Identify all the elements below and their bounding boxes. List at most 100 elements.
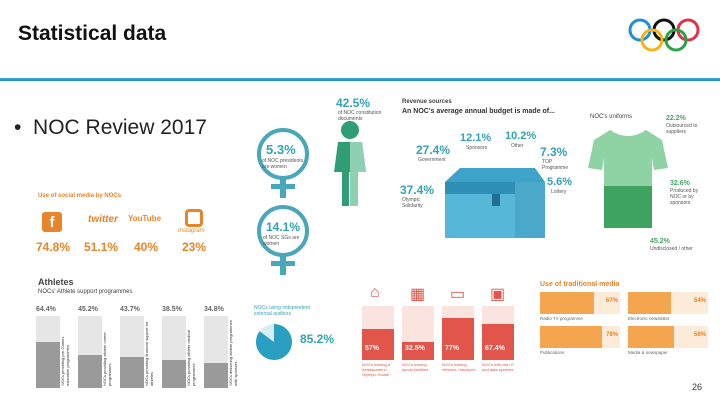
auditors-pie xyxy=(256,324,292,360)
uniforms-heading: NOC's uniforms xyxy=(590,114,633,120)
athlete-bar-label: NOCs providing financial support for ath… xyxy=(144,321,154,386)
bullet-text: NOC Review 2017 xyxy=(33,116,207,139)
revenue-lottery-value: 5.6% xyxy=(547,176,573,188)
athlete-bar-value: 45.2% xyxy=(78,306,98,313)
revenue-top-label: TOP Programme xyxy=(542,159,569,171)
youtube-icon: YouTube xyxy=(128,214,162,223)
athlete-bar-fill xyxy=(162,360,186,388)
treasure-chest-icon xyxy=(445,168,545,238)
athletes-bar-chart: NOCs providing pre-Games education progr… xyxy=(36,298,238,390)
facility-bar xyxy=(402,306,434,360)
page-number: 26 xyxy=(691,382,702,392)
athlete-bar-4: NOCs delivering athlete programmes with … xyxy=(204,316,238,388)
uniforms-produced-value: 32.6% xyxy=(670,180,690,187)
media-bar-fill xyxy=(628,292,672,314)
auditors-value: 85.2% xyxy=(300,332,335,346)
facility-bar-fill xyxy=(362,329,394,360)
facebook-value: 74.8% xyxy=(36,240,71,254)
women-sg-caption: of NOC SGs are women xyxy=(263,235,300,247)
facility-bar-fill xyxy=(402,342,434,360)
athlete-bar-value: 34.8% xyxy=(204,306,224,313)
revenue-sponsors-label: Sponsors xyxy=(466,145,488,151)
media-bar-fill xyxy=(540,292,594,314)
uniforms-other-value: 45.2% xyxy=(650,238,670,245)
auditors-pie-slice xyxy=(256,324,292,360)
media-label: Publications xyxy=(540,350,565,355)
header-divider xyxy=(0,78,720,81)
athlete-bar-value: 43.7% xyxy=(120,306,140,313)
women-sg-value: 14.1% xyxy=(266,220,301,234)
facility-label: NOCs owning a headquarters / Olympic Hou… xyxy=(362,362,391,377)
revenue-sponsors-value: 12.1% xyxy=(460,132,492,144)
women-presidents-value: 5.3% xyxy=(266,142,296,157)
instagram-icon xyxy=(185,209,203,227)
olympic-rings-logo xyxy=(628,18,700,52)
facility-value: 32.5% xyxy=(405,345,425,352)
revenue-subheading: An NOC's average annual budget is made o… xyxy=(402,108,555,115)
athlete-bar-fill xyxy=(204,362,228,388)
media-label: Radio TV programme xyxy=(540,316,583,321)
athlete-bar-1: NOCs providing athlete career programmes xyxy=(78,316,112,388)
auditors-heading: NOCs using independent external auditors xyxy=(254,305,310,317)
bus-icon: ▭ xyxy=(450,286,466,303)
women-presidents-caption: of NOC presidents are women xyxy=(262,158,304,170)
media-bar-fill xyxy=(540,326,603,348)
athletes-heading: Athletes xyxy=(38,277,74,287)
person-figure-icon xyxy=(334,121,366,206)
building-icon: ⌂ xyxy=(370,284,380,301)
athlete-bar-fill xyxy=(120,356,144,388)
youtube-value: 40% xyxy=(134,240,159,254)
athlete-bar-fill xyxy=(78,355,102,388)
bullet-item: • NOC Review 2017 xyxy=(14,116,207,139)
facility-value: 67.4% xyxy=(485,345,505,352)
athlete-bar-value: 38.5% xyxy=(162,306,182,313)
media-value: 78% xyxy=(606,332,619,338)
female-symbol-top xyxy=(257,128,309,198)
athlete-bar-label: NOCs delivering athlete programmes with … xyxy=(228,320,238,386)
uniforms-produced-label: Produced by NOC or by sponsors xyxy=(670,188,699,206)
facility-bar-fill xyxy=(482,323,514,360)
instagram-value: 23% xyxy=(182,240,207,254)
facility-bar xyxy=(482,306,514,360)
media-bar-fill xyxy=(628,326,675,348)
constitution-value: 42.5% xyxy=(336,96,371,110)
media-bar xyxy=(628,292,708,314)
athlete-bar-3: NOCs providing athlete medical programme… xyxy=(162,316,196,388)
media-value: 58% xyxy=(694,332,707,338)
facebook-icon: f xyxy=(42,212,62,232)
media-value: 54% xyxy=(694,298,707,304)
athlete-bar-fill xyxy=(36,341,60,388)
media-bar xyxy=(540,326,620,348)
facility-bar xyxy=(442,306,474,360)
revenue-lottery-label: Lottery xyxy=(551,189,567,195)
facility-bar-fill xyxy=(442,318,474,360)
facility-bar xyxy=(362,306,394,360)
revenue-solidarity-value: 37.4% xyxy=(400,183,435,197)
media-value: 67% xyxy=(606,298,619,304)
revenue-top-value: 7.3% xyxy=(540,145,568,159)
athlete-bar-value: 64.4% xyxy=(36,306,56,313)
media-chart: 67% Radio TV programme 54% Electronic newsl… xyxy=(540,292,710,362)
athlete-bar-0: NOCs providing pre-Games education progr… xyxy=(36,316,70,388)
instagram-wordmark: Instagram xyxy=(178,228,205,234)
slide-title: Statistical data xyxy=(18,22,167,45)
revenue-government-value: 27.4% xyxy=(416,143,451,157)
constitution-caption: of NOC constitution documents xyxy=(338,110,382,122)
revenue-solidarity-label: Olympic Solidarity xyxy=(402,197,423,209)
athlete-bar-label: NOCs providing pre-Games education progr… xyxy=(60,336,70,386)
revenue-other-label: Other xyxy=(511,143,524,149)
athlete-bar-label: NOCs providing athlete career programmes xyxy=(102,332,112,386)
media-bar xyxy=(540,292,620,314)
shirt-icon xyxy=(588,130,668,228)
revenue-other-value: 10.2% xyxy=(505,130,537,142)
stadium-icon: ▦ xyxy=(410,286,426,303)
revenue-heading: Revenue sources xyxy=(402,99,452,105)
social-heading: Use of social media by NOCs xyxy=(38,193,122,199)
revenue-government-label: Government xyxy=(418,157,446,163)
female-symbol-bottom xyxy=(257,205,309,275)
computer-icon: ▣ xyxy=(490,286,506,303)
facility-value: 57% xyxy=(365,345,380,352)
facility-label: NOCs owning vehicles / transport xyxy=(442,362,476,372)
facility-label: NOCs with own IT and data systems xyxy=(482,362,515,372)
athlete-bar-2: NOCs providing financial support for ath… xyxy=(120,316,154,388)
